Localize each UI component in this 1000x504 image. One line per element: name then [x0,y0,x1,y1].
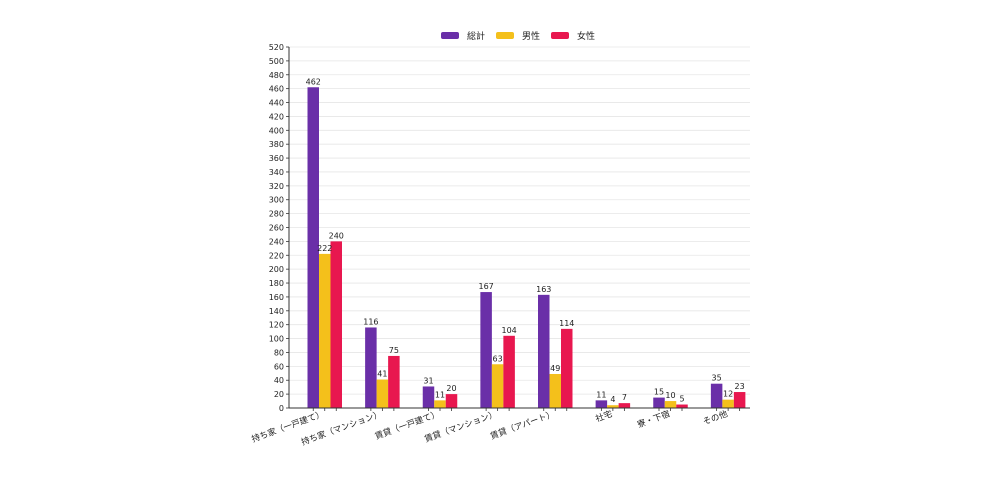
y-tick-label: 380 [269,140,284,149]
legend-swatch [441,32,459,39]
y-tick-label: 280 [269,210,284,219]
x-category-label: その他 [701,408,729,427]
data-label: 23 [735,382,745,391]
data-label: 11 [596,390,606,399]
grid-lines [289,46,750,395]
bar-female [618,403,631,408]
bar-total [480,292,492,408]
y-tick-label: 460 [269,85,284,94]
data-label: 7 [622,393,627,402]
bar-female [503,335,515,408]
bar-total [422,386,435,408]
x-category-label: 賃貸（アパート） [489,408,557,442]
data-label: 10 [665,391,675,400]
y-tick-label: 100 [269,335,284,344]
bar-male [376,379,389,408]
y-tick-label: 220 [269,251,284,260]
y-tick-label: 320 [269,182,284,191]
bar-male [664,401,677,408]
data-label: 222 [317,244,332,253]
bar-total [538,294,550,408]
bar-male [491,364,504,408]
legend-label: 総計 [467,30,485,42]
y-tick-label: 340 [269,168,284,177]
x-category-label: 寮・下宿 [636,408,672,430]
bar-male [319,253,331,408]
bar-total [595,400,608,408]
data-label: 240 [329,231,344,240]
y-tick-label: 80 [274,348,284,357]
bar-male [722,399,734,408]
data-label: 167 [478,282,493,291]
bar-total [307,87,319,408]
y-tick-label: 480 [269,71,284,80]
data-label: 104 [501,326,516,335]
legend-label: 男性 [522,30,540,42]
y-tick-label: 300 [269,196,284,205]
data-label: 11 [435,390,445,399]
bar-female [388,355,400,408]
bar-total [365,327,377,408]
y-tick-label: 360 [269,154,284,163]
bar-total [710,383,723,408]
y-tick-label: 140 [269,307,284,316]
y-tick-label: 20 [274,390,284,399]
data-label: 462 [306,77,321,86]
y-tick-label: 520 [269,43,284,52]
x-category-label: 社宅 [594,408,614,424]
y-tick-label: 40 [274,376,284,385]
bar-female [561,328,573,408]
y-tick-label: 0 [279,404,284,413]
bar-male [549,373,561,408]
data-label: 41 [377,370,387,379]
data-label: 31 [423,376,433,385]
y-tick-label: 60 [274,362,284,371]
data-label: 35 [712,374,722,383]
data-label: 20 [446,384,456,393]
data-label: 114 [559,319,574,328]
legend-label: 女性 [577,30,595,42]
y-tick-label: 120 [269,321,284,330]
legend-swatch [551,32,569,39]
data-label: 12 [723,390,733,399]
legend-swatch [496,32,514,39]
bar-male [434,400,446,408]
data-label: 63 [493,354,503,363]
y-tick-label: 260 [269,224,284,233]
y-tick-label: 160 [269,293,284,302]
data-label: 116 [363,317,378,326]
y-tick-label: 420 [269,112,284,121]
y-tick-label: 180 [269,279,284,288]
data-label: 163 [536,285,551,294]
bar-male [607,405,619,408]
data-label: 5 [679,395,684,404]
y-tick-label: 400 [269,126,284,135]
data-labels: 4622222401164175311120167631041634911411… [306,77,745,404]
data-label: 4 [610,395,615,404]
bar-female [330,241,342,408]
bar-total [653,397,665,408]
y-tick-label: 240 [269,237,284,246]
y-tick-label: 440 [269,99,284,108]
data-label: 15 [654,388,664,397]
bar-female [733,392,746,408]
bars [307,87,746,408]
y-tick-label: 500 [269,57,284,66]
bar-female [676,404,688,408]
data-label: 49 [550,364,560,373]
y-tick-label: 200 [269,265,284,274]
legend: 総計 男性 女性 [441,30,595,42]
data-label: 75 [389,346,399,355]
bar-female [445,394,458,408]
